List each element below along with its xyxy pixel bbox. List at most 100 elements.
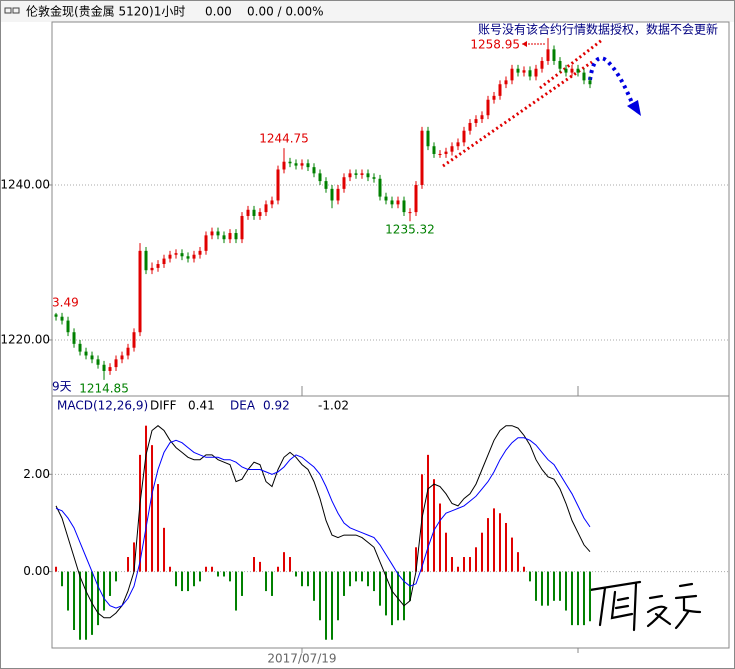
candle-body <box>180 253 184 257</box>
candle-body <box>216 231 220 236</box>
macd-bar <box>181 571 184 592</box>
candle-body <box>186 256 190 259</box>
candle-body <box>540 60 544 69</box>
candle-body <box>384 196 388 201</box>
candle-body <box>402 200 406 213</box>
candle-body <box>396 200 400 205</box>
candle-body <box>144 250 148 271</box>
candle-body <box>108 367 112 371</box>
candle-body <box>258 212 262 216</box>
macd-bar <box>253 557 256 572</box>
macd-bar <box>570 571 573 626</box>
candle-body <box>162 258 166 265</box>
candle-body <box>510 68 514 81</box>
macd-bar <box>127 557 130 572</box>
candle-body <box>96 359 100 365</box>
macd-bar <box>504 522 507 572</box>
macd-bar <box>205 566 208 572</box>
macd-bar <box>79 571 82 640</box>
candle-body <box>78 343 82 352</box>
macd-bar <box>522 566 525 572</box>
candle-body <box>240 215 244 240</box>
macd-bar <box>157 484 160 572</box>
x-tick-label: 2017/07/19 <box>267 652 336 666</box>
candle-body <box>480 115 484 120</box>
macd-bar <box>480 532 483 572</box>
header-change: 0.00 / 0.00% <box>247 5 324 19</box>
macd-bar <box>85 571 88 640</box>
candle-body <box>450 146 454 152</box>
candle-body <box>324 181 328 189</box>
candle-body <box>198 250 202 255</box>
candle-body <box>72 332 76 344</box>
candle-body <box>264 204 268 213</box>
candle-body <box>102 364 106 371</box>
macd-bar <box>211 566 214 572</box>
icon-box <box>12 7 20 14</box>
label-arrow-head <box>522 41 527 47</box>
candle-body <box>378 178 382 197</box>
signature-stroke <box>674 582 702 630</box>
price-label: 1244.75 <box>259 132 309 146</box>
macd-bar <box>295 571 298 577</box>
candle-body <box>486 99 490 116</box>
macd-bar <box>61 571 64 587</box>
candle-body <box>534 68 538 77</box>
candle-body <box>528 70 532 77</box>
macd-bar <box>241 571 244 596</box>
macd-bar <box>361 571 364 582</box>
macd-bar <box>343 571 346 596</box>
header-price: 0.00 <box>205 5 232 19</box>
candle-body <box>462 130 466 143</box>
candle-body <box>390 200 394 205</box>
macd-bar <box>438 503 441 572</box>
candle-body <box>342 177 346 189</box>
candle-body <box>576 68 580 73</box>
signature-stroke <box>646 594 672 628</box>
macd-bar <box>331 571 334 640</box>
legend-value: 0.92 <box>263 399 290 413</box>
icon-box <box>4 7 12 14</box>
candle-body <box>558 60 562 69</box>
candle-body <box>222 235 226 240</box>
signature <box>588 580 702 632</box>
macd-bar <box>546 571 549 606</box>
candle-body <box>294 163 298 166</box>
trend-line <box>539 38 603 90</box>
macd-bar <box>169 566 172 572</box>
candle-body <box>546 49 550 61</box>
macd-bar <box>474 547 477 572</box>
legend-value: 0.41 <box>188 399 215 413</box>
y-tick-label: 1240.00 <box>0 177 50 191</box>
macd-bar <box>510 537 513 572</box>
macd-bar <box>498 513 501 572</box>
candle-body <box>210 231 214 236</box>
candle-body <box>84 351 88 356</box>
candle-body <box>276 169 280 201</box>
y-tick-label: 1220.00 <box>0 332 50 346</box>
candle-body <box>354 173 358 175</box>
macd-bar <box>564 571 567 611</box>
candle-body <box>288 161 292 164</box>
candle-body <box>336 188 340 201</box>
macd-bar <box>217 571 220 577</box>
arrow-head <box>627 100 641 116</box>
price-label: 1258.95 <box>470 38 520 52</box>
macd-bar <box>271 571 274 596</box>
macd-value: -1.02 <box>318 399 349 413</box>
macd-bar <box>223 571 226 577</box>
macd-bar <box>367 571 370 587</box>
candle-body <box>126 347 130 356</box>
macd-bar <box>145 425 148 572</box>
candle-body <box>348 173 352 178</box>
macd-bar <box>462 557 465 572</box>
candle-body <box>360 173 364 175</box>
candle-body <box>174 253 178 255</box>
macd-bar <box>199 571 202 582</box>
macd-bar <box>265 571 268 592</box>
macd-bar <box>426 454 429 572</box>
macd-bar <box>313 571 316 601</box>
macd-panel <box>51 395 730 649</box>
header-icon[interactable] <box>4 7 20 14</box>
macd-bar <box>390 571 393 626</box>
